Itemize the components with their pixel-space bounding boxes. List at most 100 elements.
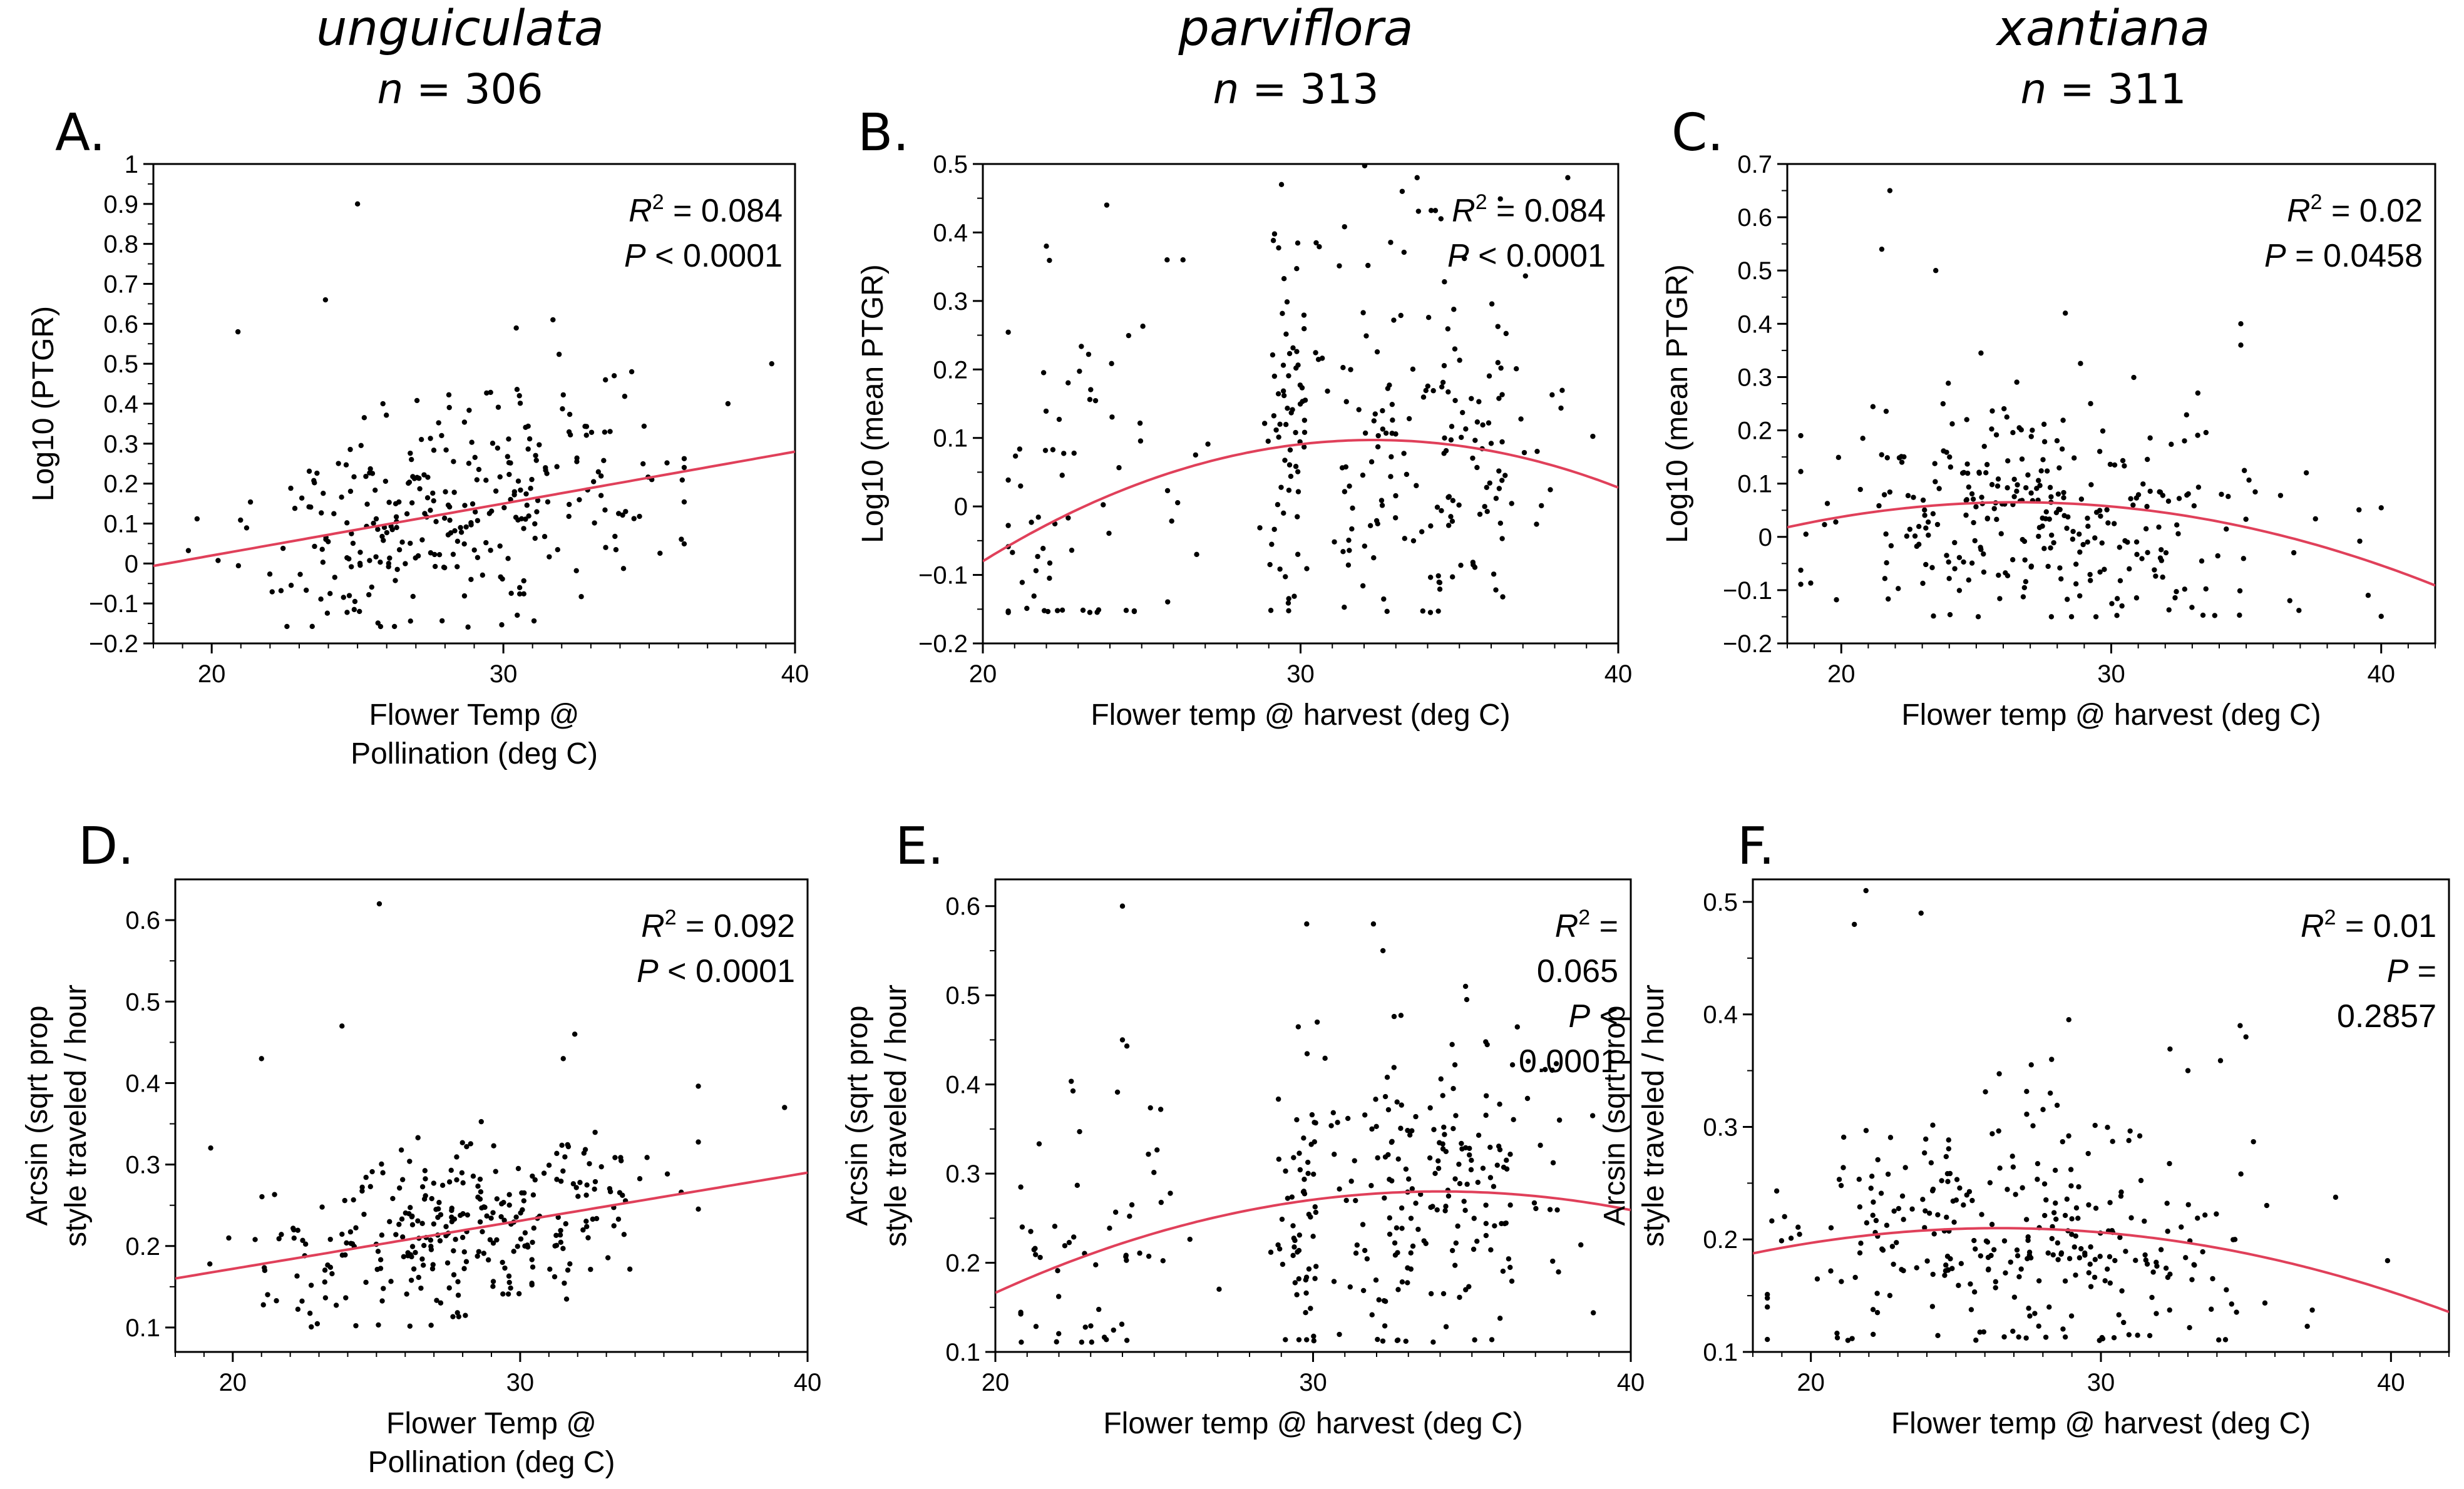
data-point (1456, 502, 1462, 508)
data-point (1486, 373, 1492, 379)
data-point (1840, 1134, 1847, 1140)
fit-line (1753, 1227, 2449, 1313)
data-point (1305, 1170, 1311, 1177)
data-point (443, 1224, 449, 1229)
data-point (2044, 468, 2050, 474)
data-point (2071, 1244, 2077, 1250)
data-point (501, 504, 507, 511)
data-point (1363, 333, 1369, 339)
data-point (1337, 1331, 1342, 1338)
data-point (1087, 397, 1093, 402)
data-point (2048, 494, 2054, 499)
data-point (1031, 593, 1037, 599)
data-point (1978, 350, 1984, 356)
data-point (1421, 1238, 1427, 1244)
data-point (1489, 1337, 1495, 1343)
x-axis-label: Flower temp @ harvest (deg C) (1091, 698, 1510, 732)
data-point (1441, 363, 1447, 369)
data-point (1275, 502, 1281, 508)
data-point (516, 393, 522, 399)
data-point (536, 442, 542, 448)
data-point (2073, 1205, 2080, 1211)
data-point (1964, 417, 1969, 422)
data-point (1317, 244, 1322, 250)
data-point (513, 514, 519, 520)
data-point (424, 495, 431, 501)
data-point (2008, 1259, 2013, 1265)
data-point (530, 1239, 535, 1246)
data-point (347, 1229, 354, 1235)
data-point (363, 1174, 369, 1180)
data-point (423, 1176, 428, 1182)
data-point (1297, 1167, 1303, 1173)
data-point (2100, 428, 2106, 434)
data-point (2046, 1304, 2052, 1310)
data-point (2127, 566, 2132, 572)
data-point (1373, 1097, 1378, 1102)
data-point (491, 1143, 496, 1149)
data-point (428, 1323, 434, 1328)
data-point (327, 591, 333, 596)
data-point (583, 1219, 589, 1224)
fit-line (175, 1171, 808, 1280)
data-point (1578, 1242, 1584, 1248)
data-point (1994, 483, 2001, 489)
scatter-points (1764, 888, 2391, 1343)
x-tick-label: 40 (794, 1369, 822, 1396)
data-point (1922, 1225, 1928, 1231)
y-tick-label: 0.1 (1737, 471, 1772, 498)
data-point (2212, 613, 2218, 618)
data-point (1483, 1093, 1489, 1098)
data-point (2214, 1211, 2219, 1217)
data-point (2111, 1335, 2117, 1341)
data-point (465, 624, 471, 630)
data-point (1590, 433, 1596, 439)
data-point (469, 439, 475, 445)
data-point (1923, 1136, 1929, 1142)
data-point (1440, 1093, 1445, 1098)
data-point (2077, 593, 2083, 599)
data-point (468, 576, 474, 582)
data-point (2246, 477, 2252, 483)
x-tick-label: 40 (1604, 660, 1633, 688)
data-point (1294, 1117, 1300, 1123)
data-point (1289, 1194, 1295, 1200)
data-point (2175, 531, 2181, 536)
data-point (1410, 1243, 1416, 1249)
data-point (417, 486, 423, 492)
data-point (346, 556, 352, 562)
data-point (1269, 541, 1275, 547)
data-point (1808, 580, 1814, 586)
data-point (2062, 1278, 2068, 1284)
data-point (2060, 1326, 2066, 1332)
data-point (481, 1251, 487, 1256)
data-point (2055, 491, 2061, 497)
data-point (2026, 1306, 2031, 1311)
data-point (1342, 604, 1347, 610)
data-point (1280, 1261, 1286, 1267)
data-point (530, 1173, 535, 1179)
data-point (2179, 1224, 2184, 1230)
y-tick-label: 0.4 (933, 219, 968, 247)
data-point (2195, 1215, 2200, 1221)
data-point (1399, 1102, 1404, 1108)
data-point (1380, 948, 1386, 954)
data-point (343, 462, 349, 468)
data-point (1993, 1285, 1998, 1291)
data-point (1119, 1321, 1125, 1327)
data-point (363, 1279, 369, 1285)
data-point (309, 623, 315, 630)
data-point (623, 509, 629, 514)
data-point (490, 1284, 496, 1289)
data-point (1935, 1333, 1941, 1338)
data-point (379, 1161, 384, 1167)
data-point (1981, 1329, 1987, 1335)
data-point (1966, 577, 1972, 583)
data-point (1449, 1041, 1455, 1047)
data-point (1291, 1244, 1297, 1250)
data-point (1984, 1239, 1991, 1245)
data-point (1140, 324, 1146, 329)
data-point (515, 1244, 520, 1249)
data-point (2093, 1205, 2099, 1211)
